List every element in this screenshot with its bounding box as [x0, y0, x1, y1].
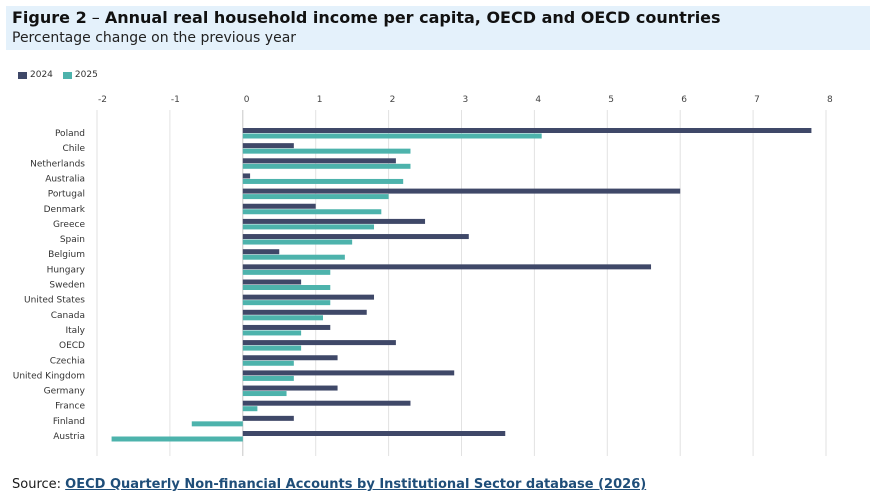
category-label: France: [55, 402, 85, 412]
x-tick-label: 4: [535, 95, 541, 105]
bar-2025: [242, 330, 302, 336]
bar-2024: [242, 249, 280, 255]
bar-2025: [242, 285, 331, 290]
chart-legend: 2024 2025: [18, 70, 98, 80]
bar-2025: [242, 148, 411, 154]
category-label: Chile: [62, 144, 85, 154]
bar-2025: [242, 360, 294, 366]
category-label: United Kingdom: [13, 371, 85, 381]
x-tick-label: 3: [463, 95, 469, 105]
bar-2024: [242, 188, 681, 194]
x-tick-label: 8: [827, 95, 833, 105]
legend-swatch-2025: [62, 71, 72, 79]
bar-2024: [242, 173, 251, 179]
bar-2024: [242, 158, 396, 164]
bar-2024: [242, 400, 411, 406]
bar-2025: [242, 300, 331, 306]
x-tick-label: 5: [608, 95, 614, 105]
bar-2025: [242, 224, 375, 230]
title-dash: –: [86, 8, 105, 27]
figure-title: Figure 2 – Annual real household income …: [12, 8, 721, 27]
category-label: Italy: [65, 326, 85, 336]
source-link[interactable]: OECD Quarterly Non-financial Accounts by…: [65, 477, 647, 492]
bar-2025: [242, 194, 389, 200]
bar-2024: [242, 279, 302, 285]
x-tick-label: 6: [681, 95, 687, 105]
category-label: Sweden: [49, 281, 85, 291]
figure-header: Figure 2 – Annual real household income …: [6, 6, 870, 50]
bar-2025: [242, 391, 287, 397]
bar-2025: [242, 178, 404, 184]
category-label: Hungary: [47, 265, 86, 275]
category-label: Canada: [51, 311, 85, 321]
x-tick-label: 2: [390, 95, 396, 105]
bar-2025: [242, 239, 353, 245]
bar-2025: [242, 375, 294, 381]
x-tick-label: 0: [244, 95, 250, 105]
bar-2025: [242, 254, 345, 260]
bar-2024: [242, 264, 652, 270]
source-note: Source: OECD Quarterly Non-financial Acc…: [12, 477, 646, 492]
category-label: Austria: [53, 432, 85, 442]
bar-2025: [242, 345, 302, 351]
bar-2024: [242, 324, 331, 330]
bar-chart: -2 -1 0 1 2 3 4 5 6 7 8 Poland Chile Netherlands Austr…: [13, 95, 833, 456]
bar-2024: [242, 415, 294, 421]
bar-2024: [242, 218, 426, 224]
bar-2024: [242, 143, 294, 149]
figure-number: Figure 2: [12, 8, 87, 27]
category-label: Spain: [60, 235, 85, 245]
legend-label-2025: 2025: [74, 70, 98, 80]
category-label: Denmark: [44, 205, 86, 215]
category-label: OECD: [59, 341, 85, 351]
source-prefix: Source:: [12, 477, 66, 492]
x-tick-label: -1: [171, 95, 180, 105]
bar-2025: [242, 315, 323, 321]
x-tick-label: -2: [98, 95, 107, 105]
bar-2024: [242, 309, 367, 315]
category-label: Czechia: [50, 356, 85, 366]
category-label: Finland: [53, 417, 85, 427]
legend-item-2024: 2024: [18, 70, 53, 80]
bar-2025: [191, 421, 243, 427]
bar-2025: [242, 209, 382, 215]
bar-2024: [242, 128, 812, 133]
bar-2024: [242, 370, 455, 376]
figure-subtitle: Percentage change on the previous year: [12, 30, 297, 46]
legend-label-2024: 2024: [30, 70, 53, 80]
legend-swatch-2024: [18, 71, 27, 79]
bar-2025: [242, 133, 542, 139]
category-label: Greece: [53, 220, 85, 230]
category-label: United States: [24, 296, 85, 306]
legend-item-2025: 2025: [62, 70, 98, 80]
category-label: Poland: [55, 129, 85, 139]
bar-2024: [242, 294, 375, 300]
category-label: Portugal: [48, 190, 85, 200]
bar-2024: [242, 340, 396, 346]
bar-2024: [242, 385, 338, 391]
bar-2024: [242, 234, 469, 240]
bar-2024: [242, 203, 316, 209]
category-label: Germany: [44, 387, 86, 397]
bar-2025: [111, 436, 243, 442]
bar-2025: [242, 163, 411, 169]
bar-2024: [242, 431, 506, 436]
x-tick-label: 1: [317, 95, 323, 105]
category-label: Belgium: [48, 250, 85, 260]
bar-2024: [242, 355, 338, 361]
category-label: Australia: [45, 174, 85, 184]
figure-title-text: Annual real household income per capita,…: [104, 8, 721, 27]
bar-2025: [242, 269, 331, 275]
bar-2025: [242, 406, 258, 412]
category-label: Netherlands: [30, 159, 85, 169]
x-tick-label: 7: [754, 95, 760, 105]
